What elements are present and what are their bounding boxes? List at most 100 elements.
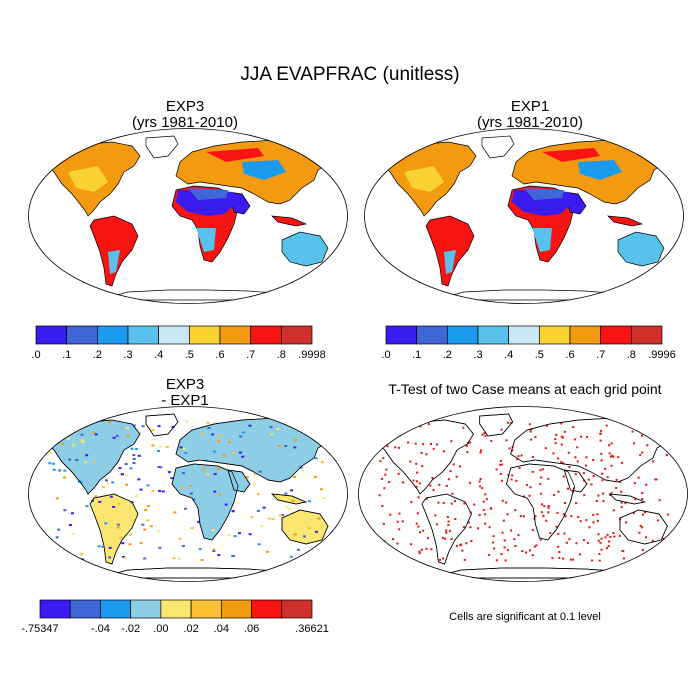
diff-speck (212, 548, 216, 551)
diff-speck (303, 535, 307, 538)
diff-speck (245, 476, 249, 479)
colorbar-label: .9996 (648, 349, 676, 361)
significant-cell (469, 441, 472, 444)
diff-speck (151, 429, 155, 432)
outline-europeAsia (510, 417, 675, 483)
diff-speck (123, 557, 127, 560)
significant-cell (562, 462, 565, 465)
significant-cell (609, 455, 613, 458)
significant-cell (554, 442, 557, 445)
significant-cell (608, 540, 611, 543)
significant-cell (484, 493, 487, 496)
significant-cell (396, 520, 399, 523)
diff-speck (301, 469, 305, 472)
significant-cell (442, 450, 445, 453)
significant-cell (420, 548, 423, 551)
diff-speck (158, 546, 162, 549)
significant-cell (525, 551, 528, 554)
significant-cell (544, 447, 547, 450)
significant-cell (466, 451, 469, 454)
land-indonesia (607, 215, 644, 227)
colorbar-box (39, 599, 71, 619)
significant-cell (500, 479, 503, 482)
significant-cell (436, 443, 439, 446)
significant-cell (592, 521, 595, 524)
diff-speck (289, 555, 293, 558)
significant-cell (468, 481, 472, 484)
significant-cell (383, 487, 386, 490)
diff-speck (237, 532, 241, 535)
significant-cell (511, 474, 514, 477)
diff-speck (141, 523, 145, 526)
diff-speck (311, 429, 315, 432)
significant-cell (664, 539, 667, 542)
significant-cell (553, 494, 556, 497)
significant-cell (502, 519, 505, 522)
colorbar-box (96, 325, 129, 345)
significant-cell (541, 468, 544, 471)
outline-southAmerica (89, 493, 139, 565)
diff-speck (173, 511, 177, 514)
significant-cell (382, 522, 385, 525)
colorbar-box (100, 599, 132, 619)
land-africa (171, 463, 239, 541)
boreal (206, 148, 264, 162)
diff-speck (61, 442, 65, 445)
significant-cell (666, 513, 669, 516)
colorbar-box (477, 325, 510, 345)
significant-cell (421, 465, 424, 468)
significant-cell (529, 486, 532, 489)
significant-cell (507, 473, 510, 476)
significant-cell (592, 458, 595, 461)
significant-cell (450, 537, 453, 540)
significant-cell (384, 473, 387, 476)
significant-cell (562, 513, 565, 516)
na-west (404, 166, 444, 192)
diff-speck (139, 542, 143, 545)
significant-cell (447, 478, 450, 481)
significant-cell (409, 460, 412, 463)
diff-speck (55, 549, 59, 552)
significant-cell (605, 424, 608, 427)
diff-speck (108, 546, 112, 549)
significant-cell (592, 513, 595, 516)
panel-exp1-title: EXP1 (yrs 1981-2010) (375, 99, 685, 131)
significant-cell (455, 545, 458, 548)
colorbar-label: .36621 (295, 623, 329, 635)
map-p2 (364, 128, 684, 304)
significant-cell (545, 424, 548, 427)
colorbar-box (251, 599, 283, 619)
diff-speck (260, 525, 264, 528)
significant-cell (503, 539, 506, 542)
significant-cell (554, 438, 557, 441)
land-australia (281, 231, 329, 267)
diff-speck (92, 431, 96, 434)
significant-cell (641, 526, 644, 529)
significant-cell (665, 454, 668, 457)
diff-speck (104, 479, 108, 482)
significant-cell (525, 483, 528, 486)
diff-speck (108, 556, 112, 559)
outline-australia (281, 509, 329, 545)
diff-speck (124, 474, 128, 477)
significant-cell (574, 473, 577, 476)
map-p1 (28, 128, 348, 304)
diff-speck (139, 488, 143, 491)
significant-cell (438, 483, 441, 486)
significant-cell (600, 459, 603, 462)
significant-cell (450, 440, 453, 443)
significant-cell (604, 467, 607, 470)
significant-cell (421, 443, 424, 446)
diff-speck (48, 462, 52, 465)
na-west (68, 166, 108, 192)
diff-speck (212, 549, 216, 552)
diff-speck (307, 527, 311, 530)
significant-cell (578, 553, 581, 556)
land-indonesia (271, 215, 308, 227)
significant-cell (565, 541, 568, 544)
significant-cell (438, 559, 441, 562)
significant-cell (661, 542, 664, 545)
significant-cell (395, 430, 398, 433)
diff-speck (216, 467, 220, 470)
diff-speck (94, 495, 98, 498)
